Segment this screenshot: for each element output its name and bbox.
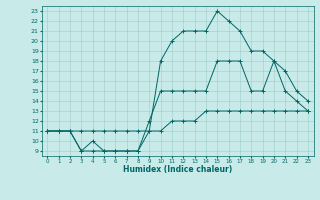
- X-axis label: Humidex (Indice chaleur): Humidex (Indice chaleur): [123, 165, 232, 174]
